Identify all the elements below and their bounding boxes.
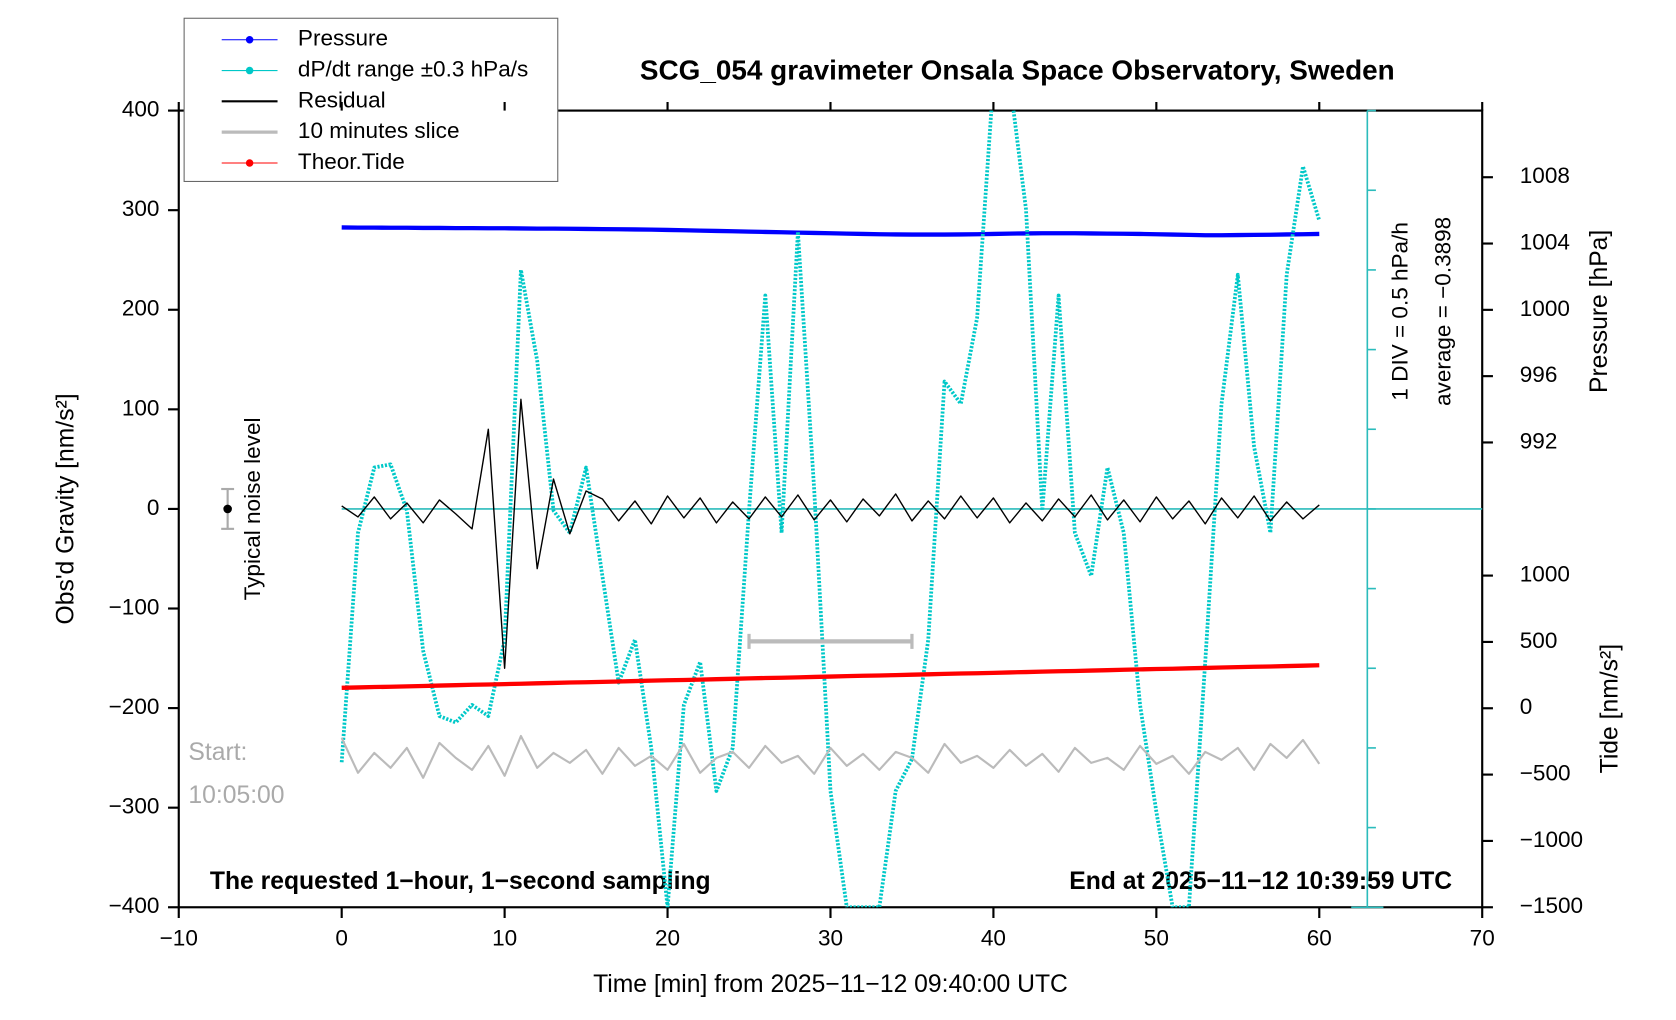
tide-axis-label: Tide [nm/s²] [1597, 644, 1624, 773]
pressure-tick-label: 1004 [1520, 229, 1570, 254]
tide-tick-label: 0 [1520, 694, 1533, 719]
legend-label: Residual [298, 87, 386, 112]
x-tick-label: 50 [1144, 925, 1169, 950]
y-axis-label: Obs'd Gravity [nm/s²] [53, 393, 80, 624]
tide-tick-label: −1000 [1520, 827, 1583, 852]
series-line [341, 663, 1320, 690]
legend-label: Pressure [298, 26, 388, 51]
series-line [341, 398, 1320, 669]
noise-label: Typical noise level [240, 417, 265, 600]
tide-tick-label: 1000 [1520, 562, 1570, 587]
legend-dot [245, 35, 254, 44]
y-tick-label: 200 [122, 296, 160, 321]
x-axis-label: Time [min] from 2025−11−12 09:40:00 UTC [593, 971, 1068, 998]
legend-label: 10 minutes slice [298, 118, 460, 143]
start-time: 10:05:00 [188, 782, 284, 809]
pressure-tick-label: 1000 [1520, 296, 1570, 321]
y-tick-label: −200 [109, 694, 160, 719]
start-label: Start: [188, 739, 247, 766]
chart-title: SCG_054 gravimeter Onsala Space Observat… [640, 54, 1395, 85]
legend-label: Theor.Tide [298, 149, 405, 174]
tide-tick-label: −1500 [1520, 893, 1583, 918]
average-label: average = −0.3898 [1431, 217, 1456, 406]
div-label: 1 DIV = 0.5 hPa/h [1388, 222, 1413, 400]
series-line [339, 110, 1322, 908]
y-tick-label: 0 [147, 495, 160, 520]
tide-tick-label: −500 [1520, 761, 1571, 786]
x-tick-label: 20 [655, 925, 680, 950]
tide-tick-label: 500 [1520, 628, 1558, 653]
series-line [341, 225, 1320, 238]
legend [183, 17, 559, 182]
y-tick-label: −400 [109, 893, 160, 918]
y-tick-label: 100 [122, 395, 160, 420]
legend-dot [245, 159, 254, 167]
y-tick-label: 400 [122, 97, 160, 122]
legend-dot [245, 66, 254, 75]
y-tick-label: −100 [109, 594, 160, 619]
x-tick-label: 70 [1470, 925, 1495, 950]
pressure-axis-label: Pressure [hPa] [1586, 230, 1613, 393]
y-tick-label: −300 [109, 794, 160, 819]
x-tick-label: 0 [335, 925, 348, 950]
legend-label: dP/dt range ±0.3 hPa/s [298, 56, 528, 81]
x-tick-label: −10 [160, 925, 198, 950]
series-line [340, 734, 1321, 779]
x-tick-label: 40 [981, 925, 1006, 950]
x-tick-label: 60 [1307, 925, 1332, 950]
x-tick-label: 30 [818, 925, 843, 950]
footer-right: End at 2025−11−12 10:39:59 UTC [1069, 868, 1452, 895]
footer-left: The requested 1−hour, 1−second sampling [210, 868, 711, 895]
y-tick-label: 300 [122, 196, 160, 221]
pressure-tick-label: 992 [1520, 428, 1558, 453]
x-tick-label: 10 [492, 925, 517, 950]
noise-point [223, 504, 232, 514]
pressure-tick-label: 1008 [1520, 163, 1570, 188]
pressure-tick-label: 996 [1520, 362, 1558, 387]
